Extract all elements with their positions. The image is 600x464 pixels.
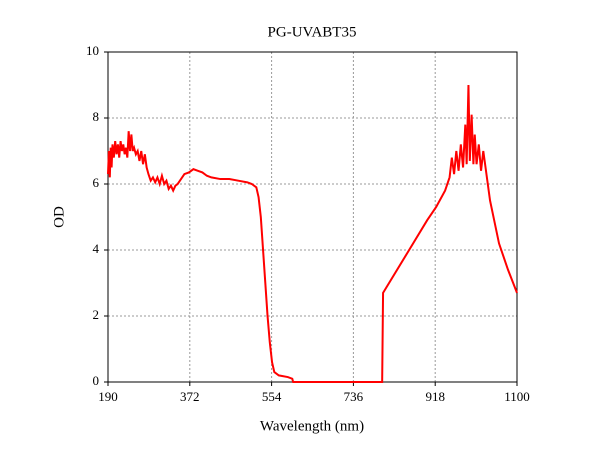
y-tick-label: 4 — [93, 241, 100, 256]
y-tick-label: 10 — [86, 43, 99, 58]
data-line — [107, 84, 518, 383]
y-tick-label: 6 — [93, 175, 100, 190]
x-tick-label: 918 — [425, 389, 445, 404]
y-tick-label: 0 — [93, 373, 100, 388]
x-tick-label: 736 — [344, 389, 364, 404]
x-tick-label: 372 — [180, 389, 200, 404]
y-tick-label: 2 — [93, 307, 100, 322]
x-axis-label: Wavelength (nm) — [260, 418, 364, 434]
y-tick-label: 8 — [93, 109, 100, 124]
x-tick-label: 1100 — [504, 389, 530, 404]
chart-title: PG-UVABT35 — [268, 24, 357, 40]
plot-frame — [107, 51, 518, 383]
x-tick-label: 190 — [98, 389, 118, 404]
y-axis-label: OD — [51, 206, 67, 228]
x-tick-label: 554 — [262, 389, 282, 404]
